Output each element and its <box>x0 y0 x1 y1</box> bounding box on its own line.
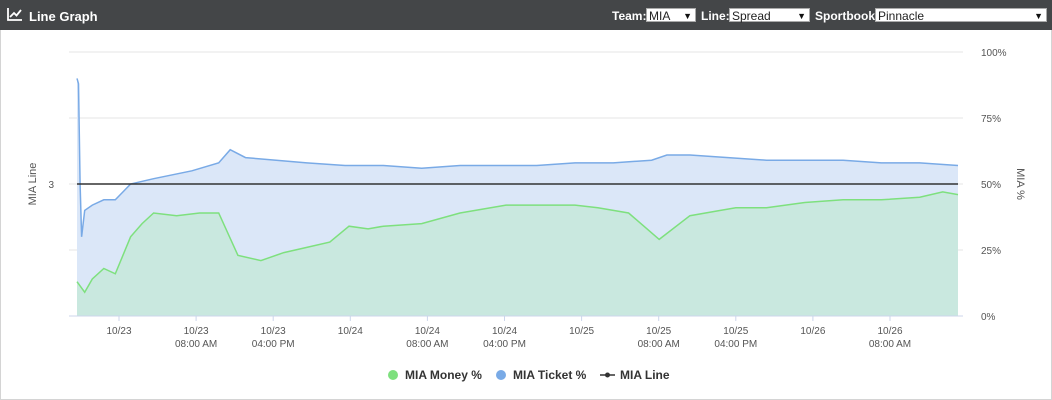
money-series-line <box>76 191 959 294</box>
chart-axes: 0% 25% 50% 75% 100% 10/23 10/23 08:00 AM 10/23 04… <box>48 48 1006 350</box>
x-tick-label: 08:00 AM <box>175 339 217 350</box>
y-right-tick-label: 0% <box>981 312 996 323</box>
panel-header: Line Graph Team: MIA ▼ Line: Spread ▼ Sp… <box>0 0 1052 30</box>
y-left-tick-label: 3 <box>48 180 54 191</box>
y-right-tick-label: 75% <box>981 114 1001 125</box>
panel-title-text: Line Graph <box>29 8 98 24</box>
chart-areas <box>77 78 958 317</box>
y-axis-left-label: MIA Line <box>27 163 39 206</box>
x-tick-label: 04:00 PM <box>483 339 526 350</box>
legend-ticket-marker <box>496 370 506 380</box>
chevron-down-icon: ▼ <box>797 11 806 21</box>
x-tick-label: 10/23 <box>261 326 286 337</box>
ticket-series-line <box>76 78 959 237</box>
x-tick-label: 10/25 <box>646 326 671 337</box>
legend-money-marker <box>388 370 398 380</box>
sportsbook-label: Sportbook: <box>815 9 879 23</box>
sportsbook-select-value: Pinnacle <box>878 9 925 23</box>
x-tick-label: 04:00 PM <box>714 339 757 350</box>
chart-lines <box>76 78 959 294</box>
x-tick-label: 08:00 AM <box>406 339 448 350</box>
team-select[interactable]: MIA ▼ <box>646 8 696 23</box>
line-select[interactable]: Spread ▼ <box>729 8 810 23</box>
line-chart-icon <box>7 7 23 26</box>
y-right-tick-label: 50% <box>981 180 1001 191</box>
legend-money-label[interactable]: MIA Money % <box>405 368 482 382</box>
chevron-down-icon: ▼ <box>683 11 692 21</box>
team-select-value: MIA <box>649 9 671 23</box>
legend-ticket-label[interactable]: MIA Ticket % <box>513 368 587 382</box>
x-tick-label: 10/25 <box>569 326 594 337</box>
y-axis-right-label: MIA % <box>1014 168 1026 200</box>
y-right-tick-label: 100% <box>981 48 1007 59</box>
x-tick-label: 10/23 <box>184 326 209 337</box>
team-label: Team: <box>612 9 647 23</box>
x-tick-label: 10/25 <box>723 326 748 337</box>
chart-legend: MIA Money % MIA Ticket % MIA Line <box>388 368 670 382</box>
y-right-tick-label: 25% <box>981 246 1001 257</box>
legend-line-dot <box>605 372 610 378</box>
line-label: Line: <box>701 9 730 23</box>
x-tick-label: 08:00 AM <box>638 339 680 350</box>
x-tick-label: 10/24 <box>338 326 363 337</box>
x-tick-label: 10/23 <box>106 326 131 337</box>
x-tick-label: 10/24 <box>415 326 440 337</box>
x-tick-label: 10/26 <box>800 326 825 337</box>
money-area <box>77 191 958 316</box>
x-tick-label: 10/24 <box>492 326 517 337</box>
panel-title: Line Graph <box>7 7 98 25</box>
x-tick-label: 04:00 PM <box>252 339 295 350</box>
x-tick-label: 10/26 <box>877 326 902 337</box>
sportsbook-select[interactable]: Pinnacle ▼ <box>875 8 1047 23</box>
legend-line-label[interactable]: MIA Line <box>620 368 670 382</box>
chevron-down-icon: ▼ <box>1034 11 1043 21</box>
line-select-value: Spread <box>732 9 771 23</box>
x-tick-label: 08:00 AM <box>869 339 911 350</box>
